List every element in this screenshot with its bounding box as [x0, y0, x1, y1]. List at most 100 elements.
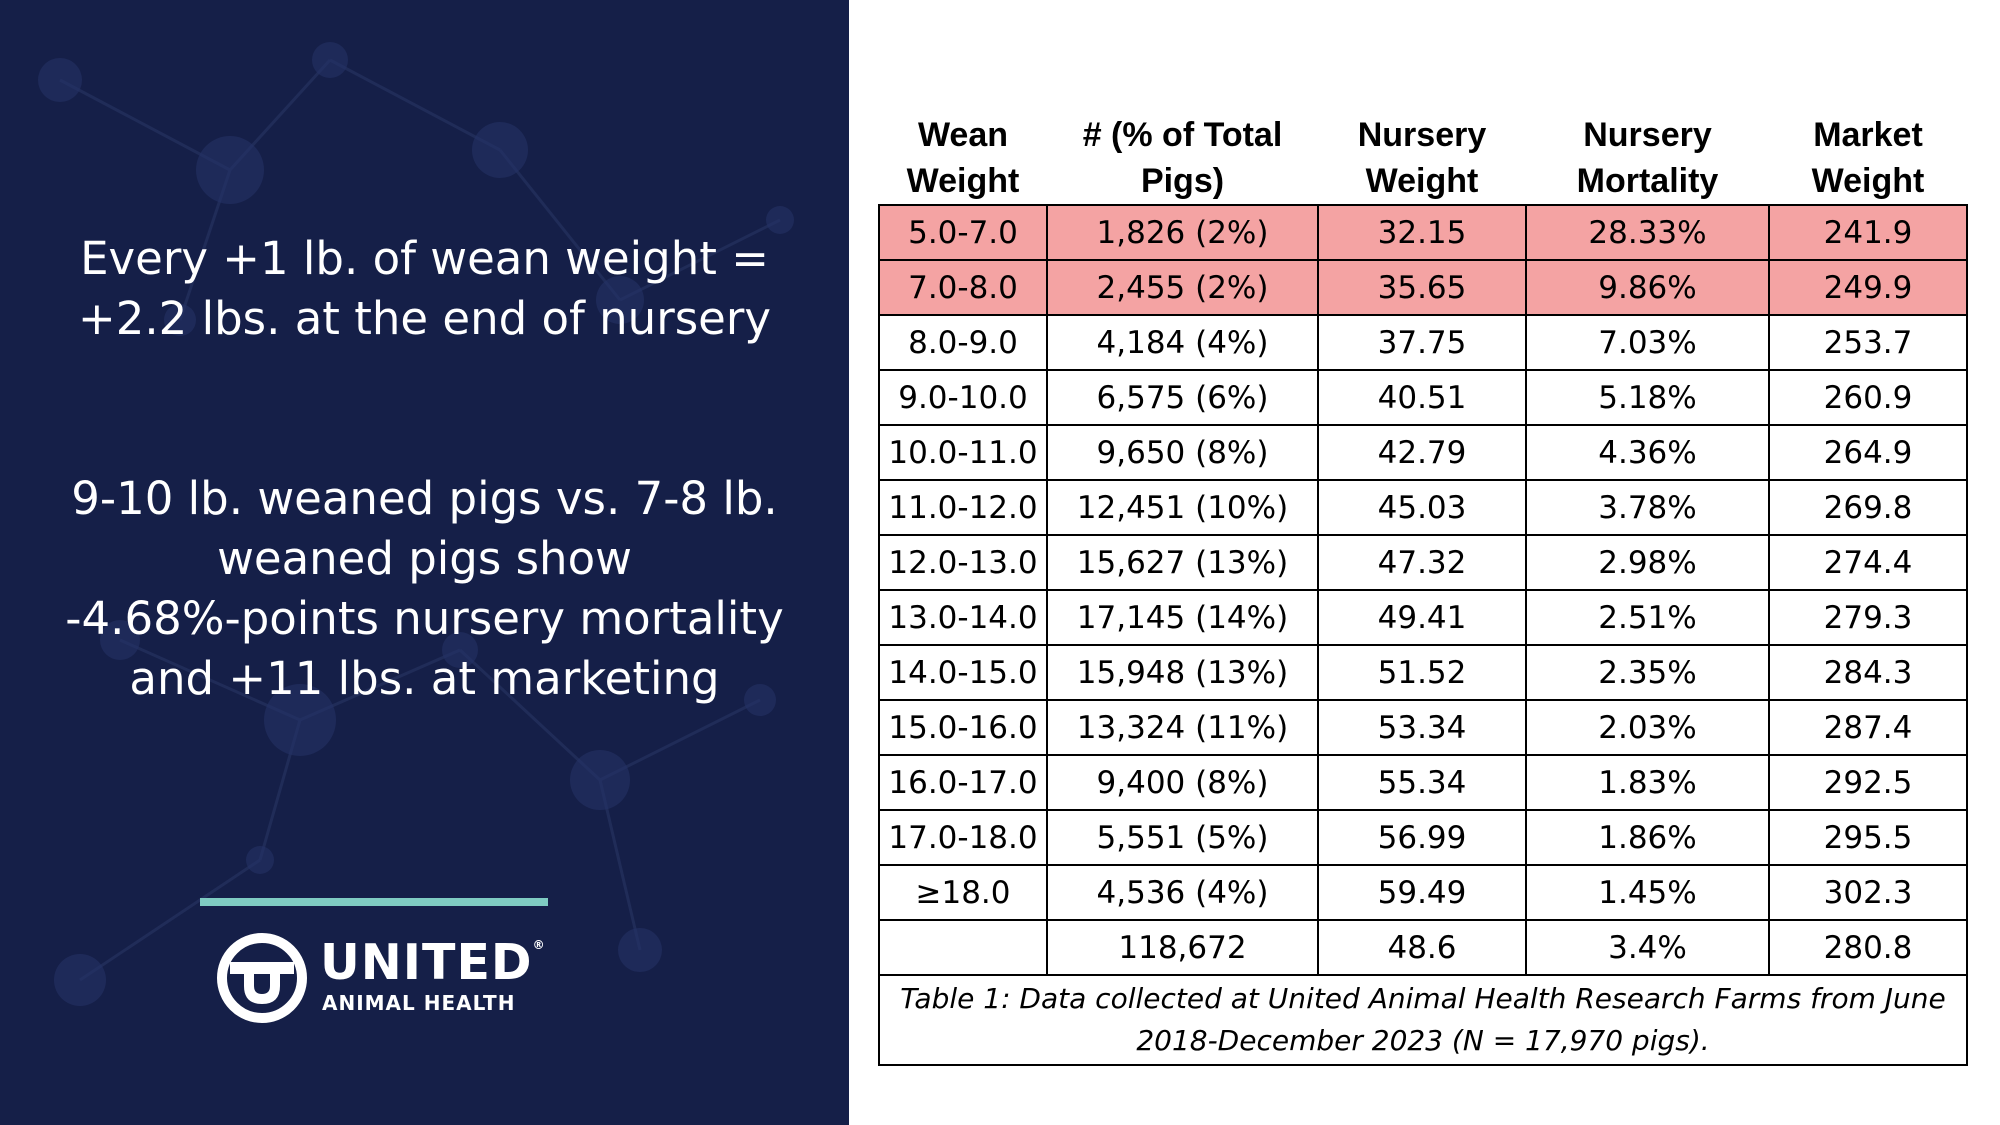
cell-pig-count: 4,536 (4%): [1046, 864, 1319, 921]
cell-pig-count: 4,184 (4%): [1046, 314, 1319, 371]
table-row: 8.0-9.0 4,184 (4%) 37.75 7.03% 253.7: [878, 314, 1968, 371]
column-header-pig-count: # (% of Total Pigs): [1047, 112, 1318, 205]
cell-nursery-weight: 53.34: [1317, 699, 1527, 756]
logo-wordmark: UNITED®: [320, 935, 546, 991]
cell-nursery-weight: 42.79: [1317, 424, 1527, 481]
column-header-nursery-mortality: Nursery Mortality: [1526, 112, 1769, 205]
cell-nursery-weight: 35.65: [1317, 259, 1527, 316]
cell-pig-count: 5,551 (5%): [1046, 809, 1319, 866]
column-header-market-weight: Market Weight: [1769, 112, 1967, 205]
cell-wean-weight: 10.0-11.0: [878, 424, 1048, 481]
cell-market-weight: 302.3: [1768, 864, 1968, 921]
cell-nursery-weight: 48.6: [1317, 919, 1527, 976]
cell-nursery-weight: 49.41: [1317, 589, 1527, 646]
cell-market-weight: 249.9: [1768, 259, 1968, 316]
claim-2-line-4: and +11 lbs. at marketing: [129, 652, 720, 705]
cell-wean-weight: 17.0-18.0: [878, 809, 1048, 866]
cell-nursery-mortality: 3.78%: [1525, 479, 1770, 536]
cell-pig-count: 9,400 (8%): [1046, 754, 1319, 811]
cell-wean-weight: 15.0-16.0: [878, 699, 1048, 756]
cell-nursery-mortality: 1.45%: [1525, 864, 1770, 921]
cell-nursery-weight: 32.15: [1317, 204, 1527, 261]
column-header-nursery-weight: Nursery Weight: [1318, 112, 1526, 205]
cell-pig-count: 17,145 (14%): [1046, 589, 1319, 646]
cell-pig-count: 2,455 (2%): [1046, 259, 1319, 316]
claim-2-line-3: -4.68%-points nursery mortality: [65, 592, 784, 645]
cell-wean-weight: 14.0-15.0: [878, 644, 1048, 701]
table-row: 13.0-14.0 17,145 (14%) 49.41 2.51% 279.3: [878, 589, 1968, 646]
cell-wean-weight: 12.0-13.0: [878, 534, 1048, 591]
cell-wean-weight: 13.0-14.0: [878, 589, 1048, 646]
cell-nursery-weight: 55.34: [1317, 754, 1527, 811]
table-row: 5.0-7.0 1,826 (2%) 32.15 28.33% 241.9: [878, 204, 1968, 261]
claim-wean-weight: Every +1 lb. of wean weight = +2.2 lbs. …: [0, 229, 849, 349]
column-header-line: Pigs): [1140, 162, 1225, 200]
table-row: 16.0-17.0 9,400 (8%) 55.34 1.83% 292.5: [878, 754, 1968, 811]
cell-market-weight: 241.9: [1768, 204, 1968, 261]
cell-nursery-weight: 51.52: [1317, 644, 1527, 701]
cell-market-weight: 295.5: [1768, 809, 1968, 866]
cell-nursery-mortality: 7.03%: [1525, 314, 1770, 371]
column-header-line: Nursery: [1357, 116, 1487, 154]
table-row: 14.0-15.0 15,948 (13%) 51.52 2.35% 284.3: [878, 644, 1968, 701]
table-caption: Table 1: Data collected at United Animal…: [878, 974, 1968, 1066]
claim-mortality: 9-10 lb. weaned pigs vs. 7-8 lb. weaned …: [0, 469, 849, 709]
cell-market-weight: 269.8: [1768, 479, 1968, 536]
cell-nursery-weight: 37.75: [1317, 314, 1527, 371]
column-header-line: Weight: [1811, 162, 1925, 200]
cell-nursery-weight: 40.51: [1317, 369, 1527, 426]
cell-pig-count: 118,672: [1046, 919, 1319, 976]
table-row: 15.0-16.0 13,324 (11%) 53.34 2.03% 287.4: [878, 699, 1968, 756]
cell-market-weight: 279.3: [1768, 589, 1968, 646]
cell-pig-count: 13,324 (11%): [1046, 699, 1319, 756]
column-header-line: Weight: [906, 162, 1020, 200]
cell-wean-weight: [878, 919, 1048, 976]
cell-nursery-mortality: 1.86%: [1525, 809, 1770, 866]
table-caption-row: Table 1: Data collected at United Animal…: [878, 974, 1968, 1066]
cell-pig-count: 15,948 (13%): [1046, 644, 1319, 701]
cell-market-weight: 260.9: [1768, 369, 1968, 426]
table-row: 11.0-12.0 12,451 (10%) 45.03 3.78% 269.8: [878, 479, 1968, 536]
left-panel: Every +1 lb. of wean weight = +2.2 lbs. …: [0, 0, 849, 1125]
claim-2-line-2: weaned pigs show: [217, 532, 632, 585]
cell-nursery-mortality: 2.98%: [1525, 534, 1770, 591]
cell-pig-count: 12,451 (10%): [1046, 479, 1319, 536]
cell-wean-weight: 5.0-7.0: [878, 204, 1048, 261]
cell-market-weight: 264.9: [1768, 424, 1968, 481]
cell-wean-weight: 7.0-8.0: [878, 259, 1048, 316]
cell-nursery-mortality: 5.18%: [1525, 369, 1770, 426]
cell-nursery-weight: 47.32: [1317, 534, 1527, 591]
teal-divider: [200, 898, 548, 906]
claim-2-line-1: 9-10 lb. weaned pigs vs. 7-8 lb.: [71, 472, 778, 525]
cell-wean-weight: 11.0-12.0: [878, 479, 1048, 536]
column-header-line: Market: [1813, 116, 1923, 154]
column-header-wean-weight: Wean Weight: [879, 112, 1047, 205]
table-row: 7.0-8.0 2,455 (2%) 35.65 9.86% 249.9: [878, 259, 1968, 316]
cell-wean-weight: 8.0-9.0: [878, 314, 1048, 371]
column-header-line: Nursery: [1583, 116, 1712, 154]
cell-nursery-weight: 56.99: [1317, 809, 1527, 866]
cell-pig-count: 1,826 (2%): [1046, 204, 1319, 261]
table-row: 17.0-18.0 5,551 (5%) 56.99 1.86% 295.5: [878, 809, 1968, 866]
cell-nursery-mortality: 3.4%: [1525, 919, 1770, 976]
cell-nursery-mortality: 9.86%: [1525, 259, 1770, 316]
cell-nursery-mortality: 2.03%: [1525, 699, 1770, 756]
wean-weight-table: Wean Weight # (% of Total Pigs) Nursery Weigh…: [878, 112, 1968, 1066]
cell-nursery-mortality: 2.51%: [1525, 589, 1770, 646]
table-row: ≥18.0 4,536 (4%) 59.49 1.45% 302.3: [878, 864, 1968, 921]
column-header-line: Weight: [1365, 162, 1479, 200]
cell-nursery-mortality: 1.83%: [1525, 754, 1770, 811]
logo-trademark: ®: [532, 938, 546, 952]
cell-nursery-mortality: 4.36%: [1525, 424, 1770, 481]
cell-wean-weight: 16.0-17.0: [878, 754, 1048, 811]
table-total-row: 118,672 48.6 3.4% 280.8: [878, 919, 1968, 976]
logo-subtitle: ANIMAL HEALTH: [322, 991, 516, 1015]
cell-market-weight: 280.8: [1768, 919, 1968, 976]
cell-pig-count: 9,650 (8%): [1046, 424, 1319, 481]
table-row: 9.0-10.0 6,575 (6%) 40.51 5.18% 260.9: [878, 369, 1968, 426]
cell-nursery-mortality: 28.33%: [1525, 204, 1770, 261]
cell-nursery-mortality: 2.35%: [1525, 644, 1770, 701]
united-animal-health-logo: UNITED® ANIMAL HEALTH: [214, 930, 634, 1026]
network-background-decoration: [38, 42, 794, 1006]
table-row: 10.0-11.0 9,650 (8%) 42.79 4.36% 264.9: [878, 424, 1968, 481]
